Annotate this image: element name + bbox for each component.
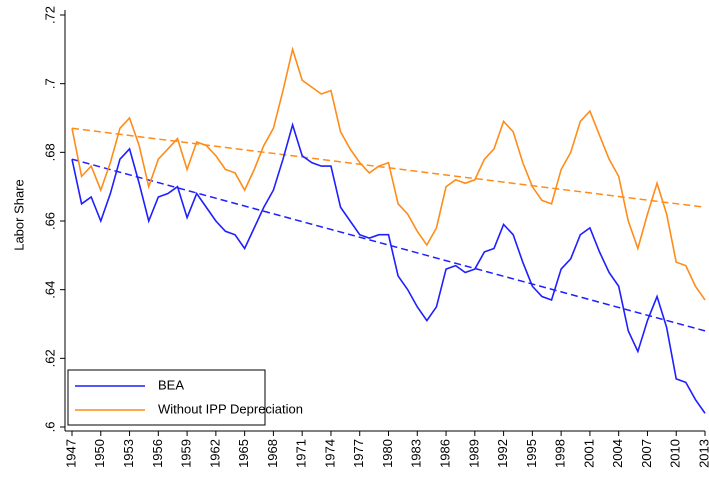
trend-line bbox=[71, 127, 706, 209]
x-tick-label: 1989 bbox=[466, 439, 481, 468]
x-tick-label: 1950 bbox=[92, 439, 107, 468]
x-tick-label: 2007 bbox=[639, 439, 654, 468]
x-tick-label: 1956 bbox=[150, 439, 165, 468]
y-tick-label: .6 bbox=[42, 422, 57, 433]
x-tick-label: 1968 bbox=[265, 439, 280, 468]
x-tick-label: 2004 bbox=[610, 439, 625, 468]
x-tick-label: 1971 bbox=[294, 439, 309, 468]
legend-label: BEA bbox=[158, 377, 184, 392]
y-tick-label: .64 bbox=[42, 281, 57, 299]
series-line bbox=[71, 122, 706, 414]
legend-box bbox=[67, 369, 266, 426]
x-tick-label: 1980 bbox=[380, 439, 395, 468]
y-tick-label: .68 bbox=[42, 143, 57, 161]
y-tick-label: .62 bbox=[42, 349, 57, 367]
y-axis-label: Labor Share bbox=[11, 179, 26, 251]
x-tick-label: 1992 bbox=[495, 439, 510, 468]
x-tick-label: 2001 bbox=[581, 439, 596, 468]
y-tick-label: .72 bbox=[42, 6, 57, 24]
x-tick-label: 1947 bbox=[63, 439, 78, 468]
x-tick-label: 1977 bbox=[351, 439, 366, 468]
x-tick-label: 1986 bbox=[437, 439, 452, 468]
x-tick-label: 1974 bbox=[322, 439, 337, 468]
y-tick-label: .66 bbox=[42, 212, 57, 230]
y-tick-label: .7 bbox=[42, 78, 57, 89]
x-tick-label: 2010 bbox=[668, 439, 683, 468]
x-tick-label: 1953 bbox=[121, 439, 136, 468]
x-tick-label: 1962 bbox=[207, 439, 222, 468]
x-tick-label: 1995 bbox=[524, 439, 539, 468]
series-line bbox=[71, 46, 706, 301]
x-tick-label: 1959 bbox=[179, 439, 194, 468]
x-tick-label: 1998 bbox=[553, 439, 568, 468]
x-tick-label: 1965 bbox=[236, 439, 251, 468]
x-tick-label: 1983 bbox=[409, 439, 424, 468]
x-tick-label: 2013 bbox=[696, 439, 709, 468]
legend-label: Without IPP Depreciation bbox=[158, 401, 303, 416]
trend-line bbox=[71, 158, 706, 332]
